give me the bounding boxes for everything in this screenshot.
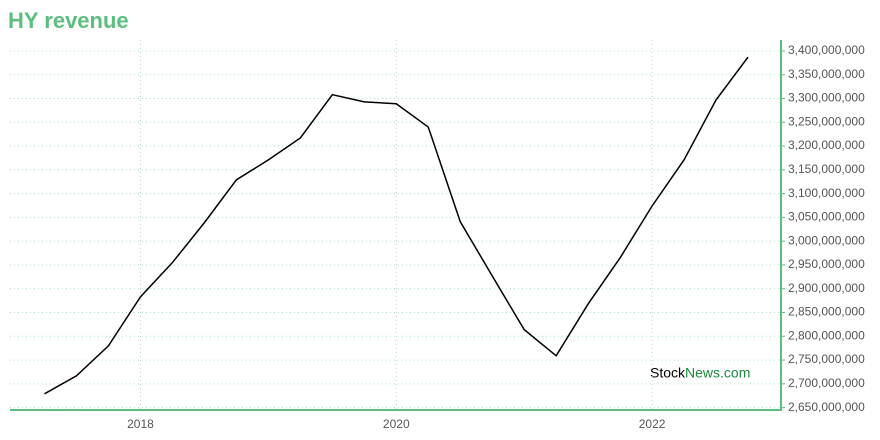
y-tick-label: 2,750,000,000 [788, 352, 865, 366]
y-tick-label: 3,050,000,000 [788, 210, 865, 224]
y-tick-label: 3,200,000,000 [788, 138, 865, 152]
y-tick-label: 2,700,000,000 [788, 376, 865, 390]
y-tick-label: 3,150,000,000 [788, 162, 865, 176]
y-tick-label: 2,850,000,000 [788, 305, 865, 319]
x-tick-label: 2022 [639, 417, 666, 431]
y-tick-label: 3,000,000,000 [788, 233, 865, 247]
watermark: News.com [685, 365, 750, 381]
y-tick-label: 3,100,000,000 [788, 186, 865, 200]
chart-title: HY revenue [8, 8, 129, 33]
y-tick-label: 2,800,000,000 [788, 328, 865, 342]
x-tick-label: 2020 [383, 417, 410, 431]
y-tick-label: 2,650,000,000 [788, 400, 865, 414]
y-tick-label: 2,900,000,000 [788, 281, 865, 295]
y-tick-label: 3,400,000,000 [788, 43, 865, 57]
y-tick-label: 3,250,000,000 [788, 114, 865, 128]
line [44, 56, 749, 395]
watermark: Stock [650, 365, 686, 381]
x-tick-label: 2018 [127, 417, 154, 431]
y-tick-label: 3,300,000,000 [788, 91, 865, 105]
y-tick-label: 2,950,000,000 [788, 257, 865, 271]
y-tick-label: 3,350,000,000 [788, 67, 865, 81]
